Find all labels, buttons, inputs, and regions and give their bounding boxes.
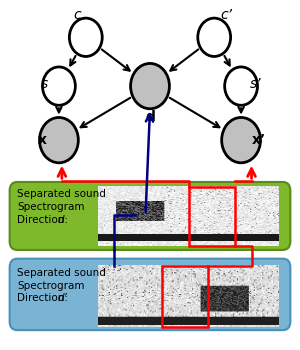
Text: c: c (73, 8, 81, 22)
Text: Direction:: Direction: (17, 215, 71, 225)
Circle shape (69, 18, 102, 56)
Text: Spectrogram: Spectrogram (17, 280, 85, 290)
Text: Separated sound: Separated sound (17, 268, 106, 278)
Bar (162, 266, 208, 327)
Circle shape (198, 18, 231, 56)
Text: x’: x’ (252, 133, 266, 147)
Text: s’: s’ (250, 77, 262, 91)
Text: s: s (41, 77, 49, 91)
Text: d: d (145, 110, 155, 124)
FancyBboxPatch shape (10, 259, 290, 330)
Text: d: d (57, 215, 64, 225)
Circle shape (130, 63, 170, 109)
Circle shape (40, 118, 78, 163)
Text: x: x (38, 133, 47, 147)
Circle shape (222, 118, 260, 163)
Text: c’: c’ (220, 8, 232, 22)
FancyBboxPatch shape (10, 182, 290, 250)
Text: Separated sound: Separated sound (17, 189, 106, 199)
Bar (189, 187, 235, 246)
Circle shape (225, 67, 257, 105)
Text: d’: d’ (57, 293, 67, 303)
Text: Spectrogram: Spectrogram (17, 202, 85, 212)
Text: Direction:: Direction: (17, 293, 71, 303)
Circle shape (43, 67, 75, 105)
